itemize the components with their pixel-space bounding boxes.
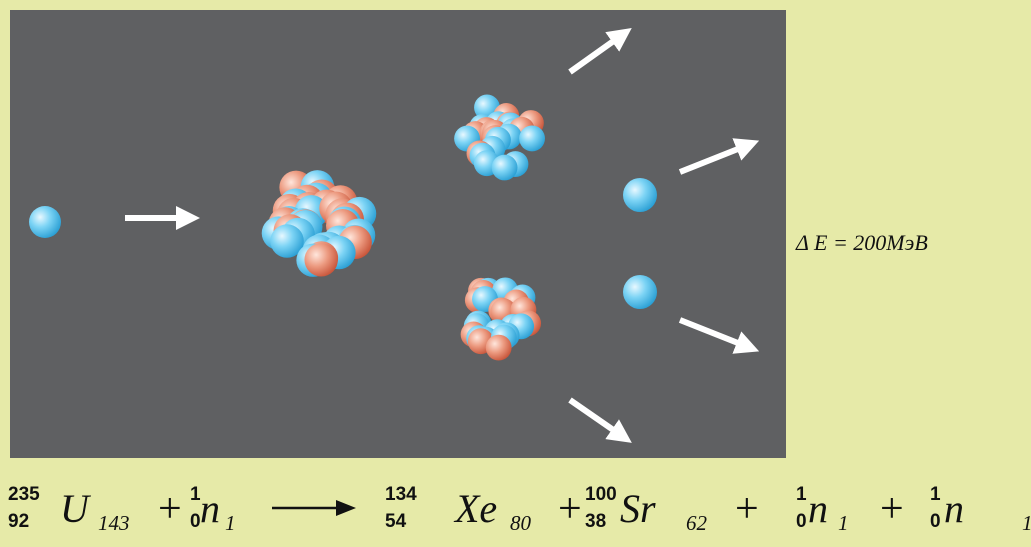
plus-sign: +: [880, 486, 904, 532]
element-symbol: Sr: [620, 486, 656, 531]
charge-number: 54: [385, 511, 407, 532]
fission-diagram: Δ E = 200МэВ 23592U14310n113454Xe8010038…: [0, 0, 1031, 547]
mass-number: 134: [385, 484, 417, 505]
neutron-number: 80: [510, 511, 532, 535]
neutron-number: 1: [1022, 511, 1031, 535]
plus-sign: +: [558, 486, 582, 532]
element-symbol: n: [200, 486, 220, 531]
mass-number: 1: [930, 484, 941, 505]
plus-sign: +: [158, 486, 182, 532]
neutron: [492, 155, 518, 181]
charge-number: 0: [930, 511, 941, 532]
element-symbol: n: [944, 486, 964, 531]
neutron: [623, 275, 657, 309]
mass-number: 100: [585, 484, 617, 505]
proton: [486, 335, 512, 361]
element-symbol: Xe: [453, 486, 497, 531]
mass-number: 1: [796, 484, 807, 505]
proton: [304, 243, 337, 276]
neutron: [623, 178, 657, 212]
charge-number: 0: [796, 511, 807, 532]
plus-sign: +: [735, 486, 759, 532]
neutron: [519, 126, 545, 152]
neutron-number: 62: [686, 511, 708, 535]
element-symbol: U: [60, 486, 92, 531]
neutron-number: 1: [225, 511, 236, 535]
element-symbol: n: [808, 486, 828, 531]
neutron-number: 1: [838, 511, 849, 535]
mass-number: 235: [8, 484, 40, 505]
panel: [10, 10, 786, 458]
charge-number: 0: [190, 511, 201, 532]
charge-number: 92: [8, 511, 29, 532]
neutron-number: 143: [98, 511, 130, 535]
charge-number: 38: [585, 511, 606, 532]
energy-label: Δ E = 200МэВ: [795, 230, 928, 255]
neutron: [29, 206, 61, 238]
